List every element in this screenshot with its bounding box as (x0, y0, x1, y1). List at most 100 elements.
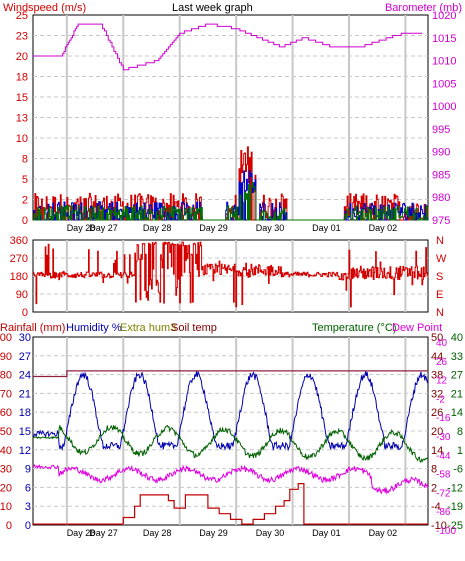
windspeed-tick-label: 23 (16, 31, 28, 43)
barometer-tick-label: 1015 (432, 33, 456, 45)
direction-tick-label: 0 (22, 307, 28, 319)
barometer-tick-label: 1000 (432, 101, 456, 113)
soil-temp-tick-label: 26 (431, 407, 443, 419)
rainfall-tick-label: 60 (0, 407, 12, 419)
dew-point-tick-label: -16 (436, 413, 451, 424)
dew-point-tick-label: 12 (436, 376, 448, 387)
wind-average-line (33, 182, 428, 221)
panel3-day-label: Day 01 (312, 528, 341, 538)
soil-temp-line (33, 370, 428, 378)
compass-tick-label: E (436, 289, 443, 301)
panel1-day-label: Day 02 (369, 223, 398, 233)
humidity-tick-label: 27 (19, 351, 31, 363)
direction-tick-label: 270 (10, 253, 28, 265)
barometer-axis-label: Barometer (mb) (385, 2, 462, 14)
soil-temp-tick-label: 20 (431, 426, 443, 438)
direction-tick-label: 180 (10, 271, 28, 283)
temperature-line (32, 424, 429, 463)
panel1-day-label: Day 29 (199, 223, 228, 233)
soil-temp-tick-label: 38 (431, 370, 443, 382)
panel3-day-label: Day 28 (143, 528, 172, 538)
humidity-tick-label: 15 (19, 426, 31, 438)
dew-point-tick-label: -72 (436, 488, 451, 499)
soil-temp-tick-label: 8 (431, 464, 437, 476)
temperature-tick-label: 40 (451, 332, 463, 344)
rainfall-tick-label: 40 (0, 445, 12, 457)
windspeed-tick-label: 5 (22, 174, 28, 186)
panel3-day-label: Day 02 (369, 528, 398, 538)
humidity-tick-label: 0 (25, 520, 31, 532)
rainfall-tick-label: 30 (0, 464, 12, 476)
compass-tick-label: S (436, 271, 443, 283)
barometer-line (33, 23, 423, 71)
temperature-panel: Rainfall (mm) Humidity % Extra hum3 Soil… (0, 322, 463, 538)
direction-ticks: 0 90 180 270 360 (10, 235, 28, 319)
windspeed-tick-label: 8 (22, 154, 28, 166)
soil-temp-tick-label: 50 (431, 332, 443, 344)
extra-hum-axis-label: Extra hum3 (120, 322, 176, 334)
temperature-tick-label: 27 (451, 370, 463, 382)
barometer-tick-label: 975 (432, 215, 450, 227)
compass-tick-label: W (436, 253, 447, 265)
direction-series (33, 241, 429, 308)
barometer-tick-label: 990 (432, 147, 450, 159)
panel1-day-label: Day 28 (143, 223, 172, 233)
humidity-tick-label: 18 (19, 407, 31, 419)
barometer-tick-label: 1010 (432, 56, 456, 68)
humidity-tick-label: 30 (19, 332, 31, 344)
direction-tick-label: 360 (10, 235, 28, 247)
wind-barometer-panel: Windspeed (m/s) Last week graph Baromete… (3, 2, 462, 233)
windspeed-tick-label: 10 (16, 133, 28, 145)
temperature-tick-label: 33 (451, 351, 463, 363)
humidity-line (32, 370, 429, 452)
rainfall-tick-label: 90 (0, 351, 12, 363)
rainfall-line (32, 483, 428, 525)
panel1-day-label: Day 01 (312, 223, 341, 233)
soil-temp-tick-label: 2 (431, 482, 437, 494)
dew-point-tick-label: -58 (436, 470, 451, 481)
dew-point-line (32, 463, 429, 495)
compass-tick-label: N (436, 307, 444, 319)
rainfall-tick-label: 10 (0, 501, 12, 513)
panel3-series (32, 370, 429, 525)
barometer-tick-label: 1005 (432, 78, 456, 90)
panel3-day-label: Day 29 (199, 528, 228, 538)
temperature-axis-label: Temperature (°C) (312, 322, 396, 334)
windspeed-tick-label: 18 (16, 72, 28, 84)
humidity-axis-label: Humidity % (66, 322, 122, 334)
barometer-tick-label: 980 (432, 192, 450, 204)
humidity-tick-label: 9 (25, 464, 31, 476)
barometer-ticks: 975 980 985 990 995 1000 1005 1010 1015 1020 (432, 10, 456, 227)
temperature-tick-label: 21 (451, 388, 463, 400)
rainfall-tick-label: 0 (6, 520, 12, 532)
soil-temp-tick-label: 14 (431, 445, 443, 457)
rainfall-tick-label: 100 (0, 332, 12, 344)
rainfall-tick-label: 50 (0, 426, 12, 438)
temperature-tick-label: 14 (451, 407, 463, 419)
windspeed-axis-label: Windspeed (m/s) (3, 2, 86, 14)
panel3-day-label: Day 28 (67, 528, 96, 538)
humidity-tick-label: 6 (25, 482, 31, 494)
windspeed-tick-label: 15 (16, 92, 28, 104)
barometer-tick-label: 995 (432, 124, 450, 136)
temperature-tick-label: 8 (457, 426, 463, 438)
barometer-tick-label: 985 (432, 169, 450, 181)
rainfall-axis-label: Rainfall (mm) (0, 322, 65, 334)
panel1-day-label: Day 30 (256, 223, 285, 233)
windspeed-tick-label: 13 (16, 113, 28, 125)
windspeed-tick-label: 2 (22, 195, 28, 207)
panel1-day-label: Day 28 (67, 223, 96, 233)
windspeed-tick-label: 25 (16, 10, 28, 22)
humidity-tick-label: 21 (19, 388, 31, 400)
rainfall-tick-label: 80 (0, 370, 12, 382)
chart-title: Last week graph (172, 2, 253, 14)
dew-point-tick-label: -86 (436, 507, 451, 518)
dew-point-tick-label: -2 (436, 394, 445, 405)
temperature-tick-label: -25 (447, 520, 463, 532)
dew-point-tick-label: -100 (436, 526, 456, 537)
